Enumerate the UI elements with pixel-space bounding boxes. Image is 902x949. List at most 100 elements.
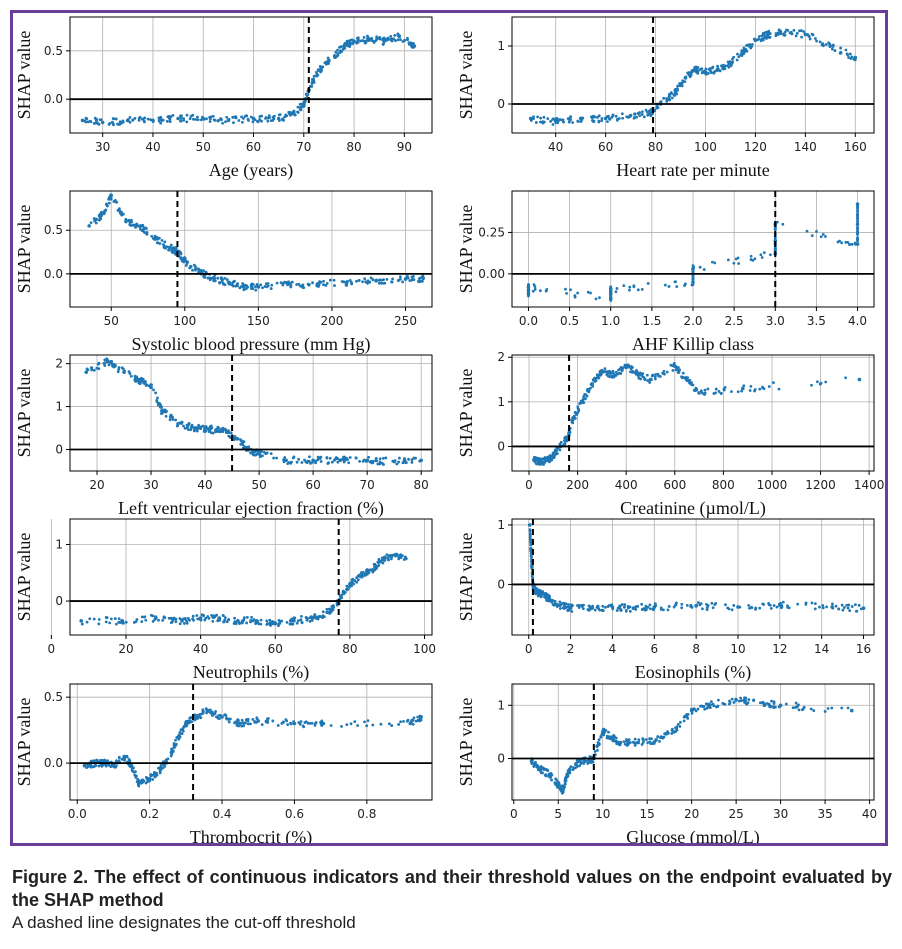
scatter-point-fill [283, 456, 287, 459]
scatter-point-fill [652, 608, 655, 612]
scatter-point-fill [693, 707, 696, 711]
scatter-point-fill [314, 721, 318, 724]
scatter-point-fill [85, 620, 89, 624]
scatter-point-fill [545, 598, 549, 602]
scatter-point-fill [173, 251, 177, 255]
scatter-point [109, 193, 114, 198]
scatter-point-fill [230, 283, 234, 287]
y-tick-label: 1 [55, 537, 63, 551]
scatter-point [828, 44, 833, 48]
x-tick-label: 1.0 [601, 314, 620, 328]
scatter-point-fill [844, 376, 848, 380]
scatter-point [778, 703, 783, 708]
scatter-point-fill [689, 71, 693, 74]
scatter-point-fill [241, 120, 244, 124]
scatter-point-fill [622, 740, 626, 743]
scatter-point [176, 734, 181, 739]
scatter-point-fill [351, 42, 354, 46]
scatter-point-fill [170, 620, 174, 624]
scatter-point-fill [711, 606, 715, 610]
scatter-point-fill [663, 283, 667, 287]
scatter-point-fill [118, 621, 121, 624]
scatter-point-fill [201, 613, 205, 617]
scatter-point-fill [345, 456, 349, 460]
scatter-point-fill [844, 48, 848, 52]
scatter-point-fill [113, 617, 117, 620]
scatter-point-fill [348, 456, 352, 459]
scatter-point [284, 458, 288, 463]
scatter-point-fill [648, 381, 652, 384]
scatter-point [182, 258, 187, 263]
scatter-point-fill [232, 436, 236, 440]
x-tick-label: 0.0 [519, 314, 538, 328]
x-tick-label: 1000 [757, 478, 788, 492]
scatter-point-fill [93, 219, 97, 223]
scatter-point-fill [353, 720, 357, 724]
scatter-point-fill [350, 281, 353, 284]
scatter-point-fill [89, 221, 93, 225]
scatter-point-fill [401, 40, 405, 43]
scatter-point-fill [656, 735, 660, 738]
scatter-point-fill [242, 724, 246, 728]
scatter-point-fill [784, 702, 788, 706]
scatter-point-fill [179, 728, 183, 732]
scatter-point-fill [696, 66, 700, 69]
scatter-point-fill [717, 698, 720, 702]
scatter-point-fill [716, 705, 720, 708]
scatter-point-fill [306, 617, 310, 620]
x-tick-label: 10 [730, 642, 745, 656]
x-tick-label: 12 [772, 642, 787, 656]
scatter-point [551, 453, 556, 458]
scatter-point-fill [128, 120, 132, 124]
scatter-point-fill [373, 39, 376, 43]
scatter-point-fill [810, 383, 813, 387]
scatter-point-fill [775, 220, 779, 224]
scatter-point-fill [202, 269, 206, 273]
scatter-point-fill [845, 603, 849, 607]
scatter-point-fill [680, 82, 684, 86]
scatter-point-fill [681, 79, 685, 83]
scatter-point-fill [848, 609, 852, 613]
scatter-point-fill [288, 111, 291, 115]
x-axis-label: Systolic blood pressure (mm Hg) [132, 334, 371, 355]
scatter-point-fill [563, 443, 566, 447]
scatter-point-fill [653, 602, 657, 606]
scatter-point-fill [242, 288, 246, 292]
x-tick-label: 60 [305, 478, 320, 492]
scatter-point [565, 772, 569, 777]
scatter-point-fill [760, 256, 764, 259]
scatter-point-fill [659, 607, 663, 611]
scatter-point-fill [361, 39, 365, 42]
scatter-point-fill [221, 121, 224, 125]
scatter-point-fill [856, 232, 859, 236]
scatter-point-fill [600, 119, 604, 123]
scatter-point-fill [671, 368, 675, 372]
scatter-point-fill [209, 427, 212, 431]
scatter-point-fill [648, 740, 652, 744]
scatter-point-fill [143, 226, 147, 230]
y-axis-label: SHAP value [14, 205, 34, 294]
scatter-point-fill [530, 555, 533, 559]
x-tick-label: 0 [525, 642, 533, 656]
scatter-point-fill [377, 281, 381, 285]
scatter-point-fill [622, 284, 626, 288]
scatter-point-fill [601, 608, 605, 612]
scatter-point-fill [356, 38, 360, 42]
scatter-point [205, 708, 210, 713]
x-tick-label: 20 [89, 478, 104, 492]
scatter-point-fill [165, 119, 169, 123]
scatter-point-fill [114, 622, 118, 626]
x-tick-label: 3.5 [807, 314, 826, 328]
scatter-point-fill [174, 617, 178, 621]
scatter-point-fill [111, 117, 115, 120]
scatter-point-fill [794, 34, 798, 38]
scatter-point-fill [642, 607, 646, 611]
scatter-point-fill [750, 45, 753, 49]
scatter-point-fill [183, 426, 187, 430]
scatter-point-fill [609, 374, 613, 378]
scatter-point-fill [163, 764, 167, 768]
scatter-point-fill [748, 606, 751, 610]
scatter-point-fill [114, 200, 117, 203]
scatter-point-fill [185, 619, 188, 623]
x-tick-label: 20 [684, 807, 699, 821]
